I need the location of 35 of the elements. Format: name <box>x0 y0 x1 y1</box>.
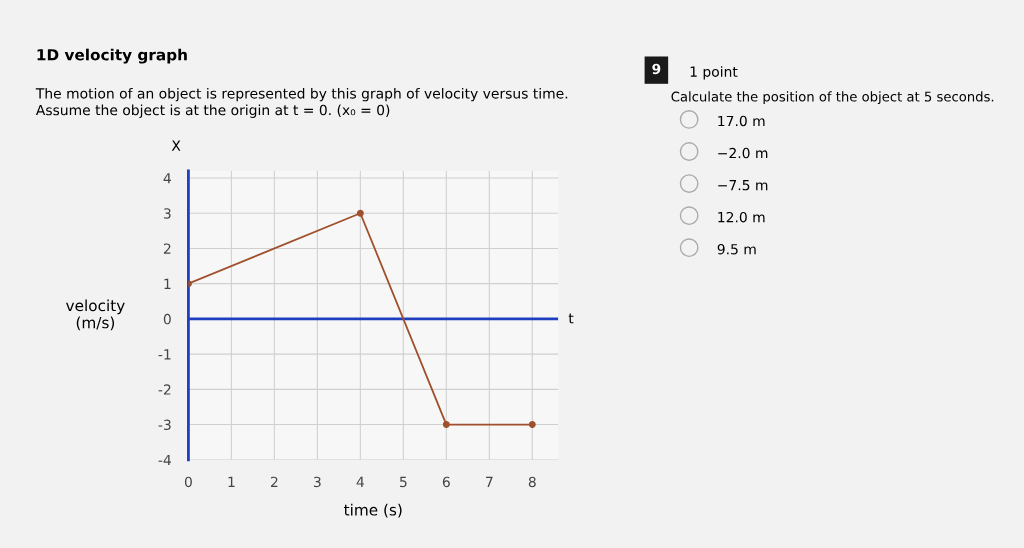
y-tick-label: 4 <box>163 173 171 184</box>
chart-title: 1D velocity graph <box>37 48 187 64</box>
point <box>442 421 450 429</box>
text: Calculate the position of the object at 5 seconds. <box>671 91 994 105</box>
text: 12.0 m <box>718 211 765 223</box>
point <box>356 209 364 217</box>
y-tick-label: 2 <box>163 243 171 254</box>
y-axis-title: velocity (m/s) <box>66 299 125 331</box>
x-axis-title: time (s) <box>344 503 402 518</box>
y-tick-label: -4 <box>158 454 171 466</box>
y-tick-label: -2 <box>158 384 171 395</box>
x-tick-label: 8 <box>528 476 536 488</box>
y-tick-label: 1 <box>164 278 171 289</box>
text: −2.0 m <box>718 147 768 159</box>
x-tick-label: 3 <box>314 476 321 488</box>
text: 1 point <box>690 66 738 80</box>
text: 17.0 m <box>718 115 765 127</box>
x-tick-label: 0 <box>184 476 192 488</box>
text: X <box>171 140 181 151</box>
x-tick-label: 2 <box>270 476 278 487</box>
y-tick-label: -1 <box>158 349 171 360</box>
x-tick-label: 4 <box>356 476 364 487</box>
point <box>528 421 536 429</box>
y-tick-label: 3 <box>163 208 171 219</box>
text: 9 <box>652 63 661 75</box>
text: −7.5 m <box>718 180 768 191</box>
x-tick-label: 6 <box>442 476 450 488</box>
text: t <box>568 313 574 324</box>
chart-subtitle: The motion of an object is represented by this graph of velocity versus time. Assume the object is at the origin at t = 0. (x₀ = 0) <box>35 87 568 118</box>
x-tick-label: 5 <box>399 476 407 488</box>
x-tick-label: 1 <box>228 476 235 487</box>
y-tick-label: 0 <box>163 313 171 325</box>
x-tick-label: 7 <box>486 476 493 487</box>
y-tick-label: -3 <box>158 419 171 431</box>
text: 9.5 m <box>717 243 756 255</box>
